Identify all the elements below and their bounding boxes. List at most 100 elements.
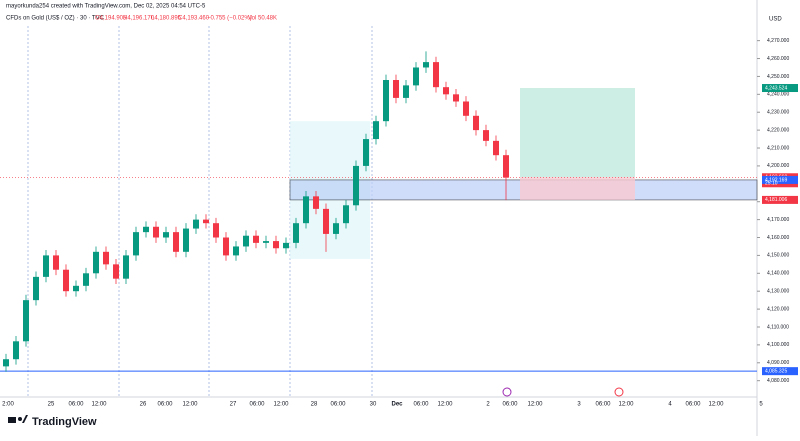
ohlc-high: H4,196.170: [123, 16, 155, 22]
candle-body: [483, 130, 489, 141]
x-tick-label: 27: [230, 402, 237, 408]
x-tick-label: 12:00: [618, 402, 634, 408]
countdown: 25:10: [765, 181, 778, 187]
candle-body: [123, 255, 129, 279]
candle-body: [163, 232, 169, 238]
y-tick-label: 4,250.000: [767, 74, 789, 80]
candle-body: [373, 121, 379, 140]
brand: TradingView: [32, 416, 97, 428]
x-tick-label: 2: [486, 402, 490, 408]
candle-body: [413, 67, 419, 86]
price-tag-label: 4,243.524: [765, 85, 787, 91]
x-tick-label: 06:00: [157, 402, 173, 408]
candle-body: [73, 285, 79, 292]
candle-body: [23, 300, 29, 342]
candle-body: [193, 219, 199, 229]
y-tick-label: 4,140.000: [767, 271, 789, 277]
x-tick-label: 06:00: [595, 402, 611, 408]
candle-body: [113, 264, 119, 279]
candle-body: [3, 359, 9, 367]
y-tick-label: 4,240.000: [767, 92, 789, 98]
event-icon: [614, 387, 624, 397]
x-tick-label: 06:00: [330, 402, 346, 408]
y-tick-label: 4,200.000: [767, 163, 789, 169]
ohlc-open: O4,194.905: [95, 16, 127, 22]
x-tick-label: 12:00: [182, 402, 198, 408]
y-tick-label: 4,080.000: [767, 378, 789, 384]
candle-body: [43, 255, 49, 277]
candle-body: [173, 232, 179, 252]
candle-body: [283, 242, 289, 249]
x-tick-label: 4: [668, 402, 672, 408]
x-tick-label: 2:00: [2, 402, 14, 408]
x-tick-label: 06:00: [502, 402, 518, 408]
x-tick-label: 5: [759, 402, 763, 408]
candle-body: [253, 235, 259, 243]
candle-body: [353, 165, 359, 206]
candle-body: [333, 223, 339, 234]
x-tick-label: 06:00: [685, 402, 701, 408]
candle-body: [463, 101, 469, 116]
candle-body: [503, 155, 509, 178]
currency: USD: [769, 17, 782, 23]
ohlc-low: L4,180.895: [151, 16, 182, 22]
x-tick-label: 25: [48, 402, 55, 408]
candle-body: [213, 223, 219, 238]
x-tick-label: Dec: [391, 402, 403, 408]
candle-body: [93, 251, 99, 274]
y-tick-label: 4,270.000: [767, 38, 789, 44]
candle-body: [263, 241, 269, 243]
candle-body: [453, 94, 459, 102]
price-tag-label: 4,192.169: [765, 177, 787, 183]
candle-body: [13, 341, 19, 360]
volume: Vol 50.48K: [248, 16, 277, 22]
candle-body: [153, 226, 159, 238]
x-tick-label: 12:00: [708, 402, 724, 408]
y-tick-label: 4,100.000: [767, 342, 789, 348]
x-tick-label: 12:00: [273, 402, 289, 408]
y-tick-label: 4,220.000: [767, 127, 789, 133]
stop-area: [520, 177, 635, 200]
y-tick-label: 4,110.000: [767, 324, 789, 330]
price-tag-label: 4,085.325: [765, 368, 787, 374]
candle-body: [63, 269, 69, 292]
y-tick-label: 4,230.000: [767, 110, 789, 116]
event-icon: [502, 387, 512, 397]
price-tag: [762, 84, 798, 93]
candle-body: [33, 276, 39, 301]
candle-body: [443, 87, 449, 95]
x-tick-label: 28: [311, 402, 318, 408]
ohlc-close: C4,193.460: [178, 16, 210, 22]
x-tick-label: 30: [370, 402, 377, 408]
x-tick-label: 12:00: [91, 402, 107, 408]
candle-body: [433, 62, 439, 88]
candle-body: [313, 196, 319, 209]
x-tick-label: 26: [140, 402, 147, 408]
y-tick-label: 4,150.000: [767, 253, 789, 259]
x-tick-label: 3: [577, 402, 581, 408]
candle-body: [473, 115, 479, 131]
candle-body: [343, 205, 349, 224]
y-tick-label: 4,210.000: [767, 145, 789, 151]
candle-body: [383, 80, 389, 122]
y-tick-label: 4,170.000: [767, 217, 789, 223]
y-tick-label: 4,130.000: [767, 289, 789, 295]
byline: mayorkunda254 created with TradingView.c…: [6, 4, 206, 10]
y-tick-label: 4,160.000: [767, 235, 789, 241]
x-tick-label: 06:00: [413, 402, 429, 408]
y-tick-label: 4,260.000: [767, 56, 789, 62]
candle-body: [303, 196, 309, 224]
candle-body: [323, 208, 329, 234]
candle-body: [223, 237, 229, 256]
candle-body: [493, 140, 499, 156]
candle-body: [243, 235, 249, 247]
price-tag: [762, 175, 798, 184]
price-tag-label: 4,181.006: [765, 197, 787, 203]
candle-body: [53, 255, 59, 270]
candle-body: [143, 226, 149, 233]
candle-body: [403, 85, 409, 98]
x-tick-label: 12:00: [437, 402, 453, 408]
x-tick-label: 06:00: [68, 402, 84, 408]
